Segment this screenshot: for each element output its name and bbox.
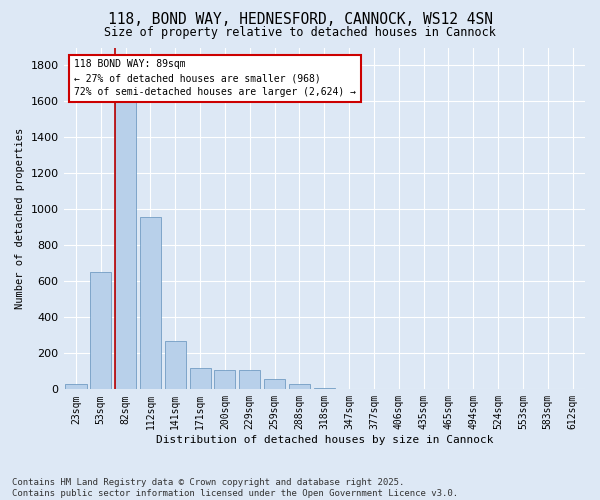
Text: Size of property relative to detached houses in Cannock: Size of property relative to detached ho…	[104, 26, 496, 39]
Bar	[65, 384, 86, 390]
Bar	[90, 272, 112, 390]
Bar	[115, 84, 136, 390]
Bar	[239, 370, 260, 390]
Bar	[190, 368, 211, 390]
Bar	[140, 216, 161, 390]
Y-axis label: Number of detached properties: Number of detached properties	[15, 128, 25, 309]
Text: 118 BOND WAY: 89sqm
← 27% of detached houses are smaller (968)
72% of semi-detac: 118 BOND WAY: 89sqm ← 27% of detached ho…	[74, 60, 356, 98]
Bar	[314, 388, 335, 390]
X-axis label: Distribution of detached houses by size in Cannock: Distribution of detached houses by size …	[155, 435, 493, 445]
Bar	[289, 384, 310, 390]
Text: Contains HM Land Registry data © Crown copyright and database right 2025.
Contai: Contains HM Land Registry data © Crown c…	[12, 478, 458, 498]
Bar	[214, 370, 235, 390]
Bar	[165, 341, 186, 390]
Text: 118, BOND WAY, HEDNESFORD, CANNOCK, WS12 4SN: 118, BOND WAY, HEDNESFORD, CANNOCK, WS12…	[107, 12, 493, 28]
Bar	[264, 380, 285, 390]
